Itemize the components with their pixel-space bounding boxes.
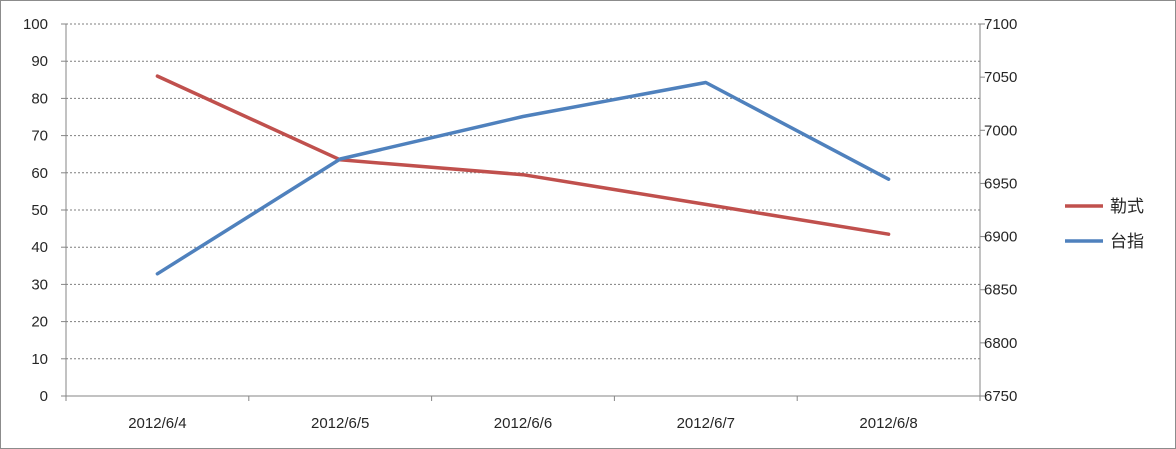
left-tick-label: 60 (31, 165, 48, 182)
right-tick-label: 6850 (984, 282, 1017, 299)
legend-label: 台指 (1110, 232, 1144, 252)
left-tick-label: 30 (31, 276, 48, 293)
x-tick-label: 2012/6/7 (677, 415, 735, 432)
right-axis-ticks: 6750 6800 6850 6900 6950 7000 7050 7100 (984, 16, 1017, 405)
series-lines (155, 74, 891, 276)
x-tick-label: 2012/6/8 (859, 415, 917, 432)
right-tick-label: 7000 (984, 122, 1017, 139)
right-tick-label: 6900 (984, 229, 1017, 246)
left-axis-ticks: 0 10 20 30 40 50 60 70 80 90 100 (23, 16, 48, 405)
left-tick-label: 70 (31, 128, 48, 145)
axes (61, 23, 985, 401)
left-tick-label: 100 (23, 16, 48, 33)
left-tick-label: 20 (31, 314, 48, 331)
x-tick-label: 2012/6/4 (128, 415, 186, 432)
right-tick-label: 6800 (984, 335, 1017, 352)
x-axis-ticks: 2012/6/4 2012/6/5 2012/6/6 2012/6/7 2012/6/8 (128, 415, 918, 432)
left-tick-label: 40 (31, 239, 48, 256)
left-tick-label: 90 (31, 53, 48, 70)
legend-label: 勒式 (1110, 197, 1144, 217)
left-tick-label: 10 (31, 351, 48, 368)
right-tick-label: 7100 (984, 16, 1017, 33)
x-tick-label: 2012/6/5 (311, 415, 369, 432)
left-tick-label: 50 (31, 202, 48, 219)
left-tick-label: 0 (40, 388, 48, 405)
right-tick-label: 6750 (984, 388, 1017, 405)
gridlines (66, 23, 980, 360)
left-tick-label: 80 (31, 90, 48, 107)
x-tick-label: 2012/6/6 (494, 415, 552, 432)
right-tick-label: 7050 (984, 69, 1017, 86)
series-line-leshi (155, 74, 891, 236)
series-line-taizhi (155, 80, 891, 276)
right-tick-label: 6950 (984, 175, 1017, 192)
